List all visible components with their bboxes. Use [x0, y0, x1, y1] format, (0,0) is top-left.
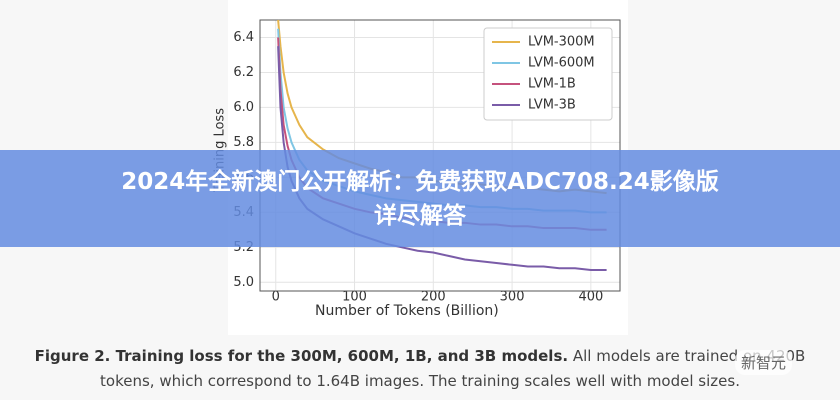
x-tick-label: 0 [272, 290, 280, 305]
x-axis-label: Number of Tokens (Billion) [315, 303, 499, 319]
legend-label: LVM-300M [528, 35, 595, 50]
banner-line: 2024年全新澳门公开解析：免费获取ADC708.24影像版 [121, 168, 719, 195]
banner-line: 详尽解答 [374, 202, 466, 229]
caption: Figure 2. Training loss for the 300M, 60… [20, 344, 820, 394]
legend-label: LVM-600M [528, 56, 595, 71]
y-tick-label: 6.2 [233, 65, 254, 80]
x-tick-label: 100 [342, 290, 367, 305]
x-tick-label: 200 [421, 290, 446, 305]
x-tick-label: 400 [578, 290, 603, 305]
y-tick-label: 6.4 [233, 30, 254, 45]
legend-label: LVM-1B [528, 77, 576, 92]
legend-label: LVM-3B [528, 98, 576, 113]
legend-box [483, 27, 613, 121]
x-tick-label: 300 [500, 290, 525, 305]
y-tick-label: 5.0 [233, 275, 254, 290]
caption-bold: Figure 2. Training loss for the 300M, 60… [34, 347, 569, 365]
banner: 2024年全新澳门公开解析：免费获取ADC708.24影像版 详尽解答 [0, 150, 840, 247]
y-tick-label: 6.0 [233, 100, 254, 115]
y-tick-label: 5.8 [233, 135, 254, 150]
watermark: 新智元 [735, 350, 793, 375]
